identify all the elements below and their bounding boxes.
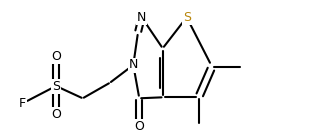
Text: S: S [52,79,60,92]
Text: F: F [19,97,26,110]
Text: O: O [134,120,144,133]
Text: O: O [51,108,61,121]
Text: N: N [129,58,138,72]
Text: N: N [137,11,146,24]
Text: S: S [183,11,191,24]
Text: O: O [51,49,61,62]
